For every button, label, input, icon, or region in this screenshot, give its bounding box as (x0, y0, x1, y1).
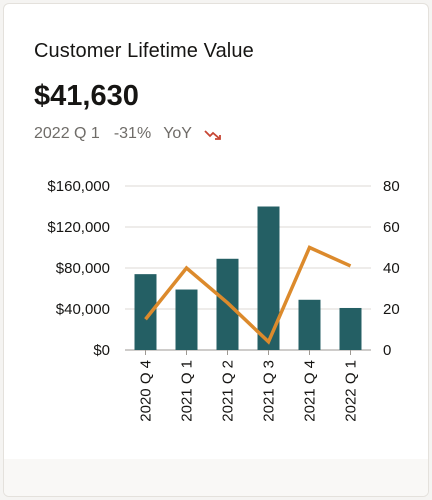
period-label: 2022 Q 1 (34, 125, 100, 142)
kpi-meta: 2022 Q 1 -31% YoY (34, 125, 222, 143)
card-footer (4, 459, 428, 496)
y-left-tick-label: $160,000 (47, 178, 110, 195)
series-line (144, 245, 352, 345)
bar (175, 289, 198, 350)
trend-down-icon (204, 128, 222, 140)
x-tick-label: 2021 Q 1 (179, 360, 196, 422)
y-left-tick-label: $80,000 (56, 260, 110, 277)
y-right-tick-label: 60 (383, 219, 400, 236)
kpi-card: Customer Lifetime Value $41,630 2022 Q 1… (3, 3, 429, 497)
x-tick-label: 2021 Q 4 (302, 360, 319, 422)
y-left-tick-label: $120,000 (47, 219, 110, 236)
y-right-tick-label: 40 (383, 260, 400, 277)
y-right-tick-label: 0 (383, 342, 391, 359)
x-tick-label: 2021 Q 3 (261, 360, 278, 422)
y-right-tick-label: 20 (383, 301, 400, 318)
x-tick-label: 2021 Q 2 (220, 360, 237, 422)
bar (257, 206, 280, 350)
x-tick-label: 2022 Q 1 (343, 360, 360, 422)
card-title: Customer Lifetime Value (34, 40, 254, 62)
change-label: YoY (163, 125, 192, 142)
combo-chart: $0 $40,000 $80,000 $120,000 $160,000 0 20 40 60 8… (47, 178, 400, 422)
y-left-tick-label: $0 (93, 342, 110, 359)
bar (339, 307, 362, 350)
change-value: -31% (113, 125, 152, 142)
kpi-value: $41,630 (34, 80, 139, 112)
bar (134, 274, 157, 350)
bar (298, 299, 321, 350)
y-left-tick-label: $40,000 (56, 301, 110, 318)
y-right-tick-label: 80 (383, 178, 400, 195)
x-tick-label: 2020 Q 4 (138, 360, 155, 422)
